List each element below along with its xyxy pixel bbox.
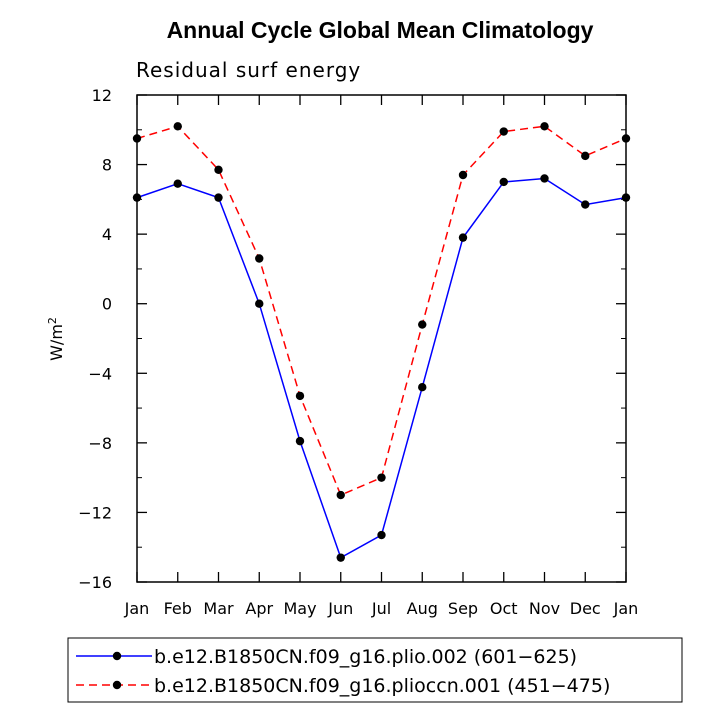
chart-title: Annual Cycle Global Mean Climatology <box>167 17 594 43</box>
legend-marker-2 <box>112 680 122 690</box>
series-1-point <box>499 177 508 187</box>
series-2-point <box>132 134 142 143</box>
y-tick-label: 8 <box>102 156 112 175</box>
series-1-point <box>336 553 345 562</box>
legend: b.e12.B1850CN.f09_g16.plio.002 (601−625)… <box>67 637 683 703</box>
legend-box <box>67 637 683 703</box>
x-tick-label: Oct <box>490 599 518 618</box>
series-2-point <box>621 134 631 143</box>
y-tick-label: 12 <box>92 86 112 105</box>
x-tick-label: Sep <box>448 599 478 618</box>
series-2-point <box>173 122 182 131</box>
series-1-point <box>377 530 386 540</box>
series-1-point <box>173 179 182 188</box>
series-2-point <box>255 254 264 263</box>
y-axis-label: W/m2 <box>46 317 67 361</box>
series-1-point <box>621 193 631 202</box>
series-2-point <box>336 490 345 500</box>
series-line-1 <box>136 177 627 559</box>
series-2-point <box>458 170 468 180</box>
x-tick-label: Jul <box>371 599 391 618</box>
x-tick-label: Dec <box>570 599 601 618</box>
series-1-point <box>581 200 590 209</box>
series-2-point <box>295 391 305 401</box>
y-tick-label: 4 <box>102 225 112 244</box>
y-tick-label: −4 <box>88 364 112 383</box>
x-tick-label: Feb <box>164 599 192 618</box>
series-line-2 <box>136 125 627 497</box>
legend-label-1: b.e12.B1850CN.f09_g16.plio.002 (601−625) <box>154 646 577 668</box>
x-tick-label: May <box>283 599 316 618</box>
legend-label-2: b.e12.B1850CN.f09_g16.plioccn.001 (451−4… <box>154 675 610 697</box>
x-tick-label: Jun <box>327 599 353 618</box>
plot-area: 12 8 4 0 −4 −8 −12 −16 Jan Feb Mar Apr May Jun Jul Aug S… <box>78 86 638 618</box>
series-2-point <box>581 151 590 161</box>
y-axis-label-superscript: 2 <box>46 317 59 324</box>
series-1-point <box>214 193 223 202</box>
y-axis-label-text: W/m <box>47 324 66 361</box>
x-tick-label: Nov <box>529 599 560 618</box>
series-1-point <box>132 193 142 202</box>
x-tick-label: Aug <box>407 599 438 618</box>
y-tick-label: 0 <box>102 295 112 314</box>
series-1-point <box>255 299 264 308</box>
series-1-point <box>540 174 549 183</box>
series-2-point <box>499 127 508 136</box>
series-2-point <box>540 122 549 131</box>
x-tick-label: Apr <box>245 599 273 618</box>
chart-subtitle: Residual surf energy <box>136 58 361 82</box>
series-2-point <box>418 320 427 329</box>
x-tick-label: Jan <box>613 599 639 618</box>
y-tick-label: −12 <box>78 503 112 522</box>
series-1-point <box>418 383 427 392</box>
plot-frame <box>136 94 627 583</box>
series-2-point <box>214 165 223 174</box>
x-tick-label: Jan <box>124 599 150 618</box>
y-tick-label: −8 <box>88 434 112 453</box>
legend-marker-1 <box>112 651 122 661</box>
series-2-point <box>377 473 386 482</box>
series-1-point <box>458 233 468 242</box>
x-tick-label: Mar <box>203 599 234 618</box>
y-tick-label: −16 <box>78 573 112 592</box>
series-1-point <box>295 436 305 446</box>
